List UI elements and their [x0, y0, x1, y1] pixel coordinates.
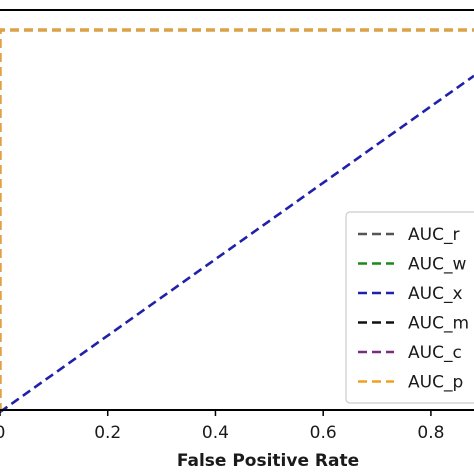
legend-label: AUC_m: [408, 314, 469, 334]
legend-label: AUC_w: [408, 255, 466, 275]
plot-frame: [0, 9, 474, 411]
x-tick-label: 0.2: [94, 423, 121, 443]
legend-label: AUC_r: [408, 225, 459, 245]
series-line-auc-x: [0, 74, 474, 414]
x-axis-title: False Positive Rate: [177, 451, 359, 471]
legend: AUC_r AUC_w AUC_x AUC_m AUC_c AUC_p: [345, 211, 474, 404]
x-tick-label: 0.4: [202, 423, 229, 443]
x-tick-label: 0: [0, 423, 5, 443]
series-lines: [0, 28, 474, 414]
legend-box: [345, 211, 474, 404]
x-axis: 0 0.2 0.4 0.6 0.8: [0, 410, 444, 443]
x-tick-label: 0.8: [417, 423, 444, 443]
x-tick-label: 0.6: [310, 423, 337, 443]
legend-label: AUC_p: [408, 373, 463, 393]
legend-label: AUC_x: [408, 284, 463, 304]
legend-label: AUC_c: [408, 343, 462, 363]
